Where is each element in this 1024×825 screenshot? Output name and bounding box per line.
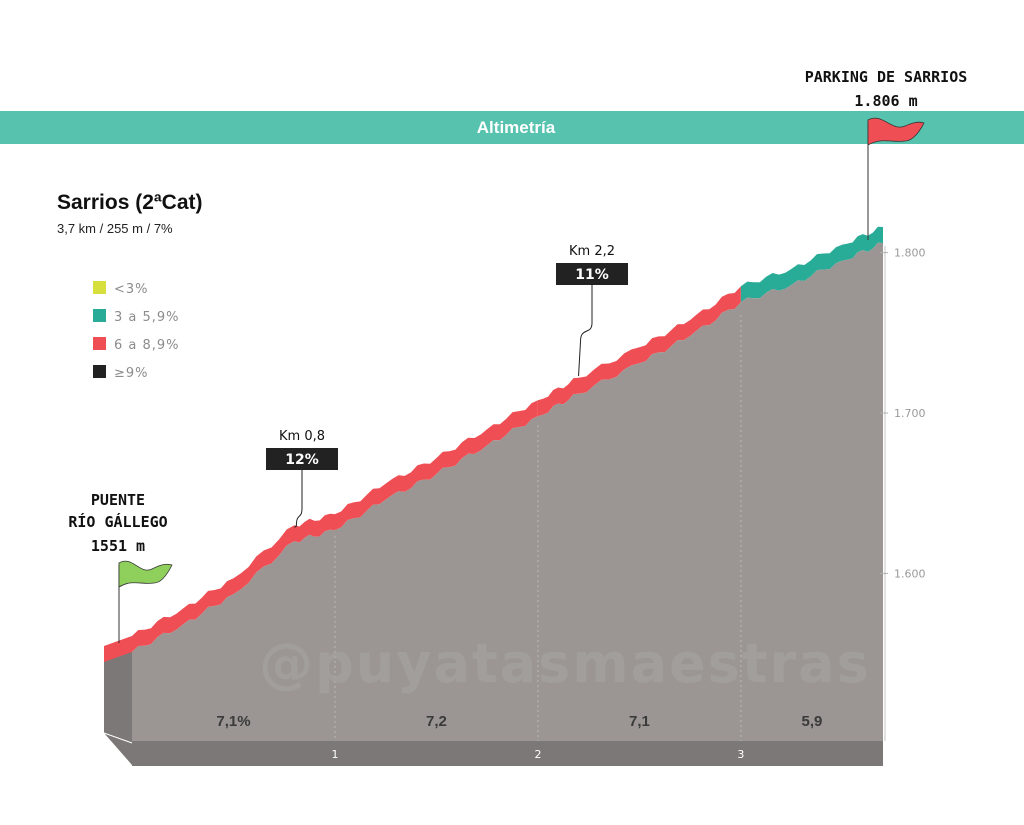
banner-label: Altimetría [477, 118, 556, 137]
legend-label-moderate: 3 a 5,9% [114, 310, 180, 325]
y-tick-label: 1.600 [894, 567, 926, 580]
end-marker: PARKING DE SARRIOS 1.806 m [805, 68, 968, 240]
segment-gradient-label: 7,2 [426, 713, 447, 730]
legend-label-hard: 6 a 8,9% [114, 338, 180, 353]
chart-labels: 7,1% 7,2 7,1 5,9 Km 0,8 12% Km 2,2 11% [216, 244, 822, 730]
y-tick-label: 1.700 [894, 407, 926, 420]
segment-gradient-label: 7,1 [629, 713, 650, 730]
elevation-area [132, 242, 883, 742]
end-altitude: 1.806 m [854, 92, 917, 110]
legend-swatch-moderate [93, 309, 106, 322]
watermark-layer: @puyatasmaestras [259, 632, 871, 695]
annotation-km-label: Km 2,2 [569, 244, 615, 259]
end-flag [867, 117, 925, 146]
start-name-line2: RÍO GÁLLEGO [68, 512, 167, 531]
elevation-profile [103, 226, 883, 766]
legend-label-low: <3% [114, 282, 149, 297]
watermark-text: @puyatasmaestras [259, 632, 871, 695]
y-tick-label: 1.800 [894, 247, 926, 260]
annotation-gradient-box [266, 448, 338, 470]
annotation-gradient-value: 12% [285, 452, 319, 468]
legend-swatch-hard [93, 337, 106, 350]
profile-side-wall-band [104, 636, 132, 662]
legend-swatch-extreme [93, 365, 106, 378]
x-tick-label: 1 [331, 748, 338, 761]
start-flag [118, 560, 173, 588]
x-tick-label: 2 [534, 748, 541, 761]
gradient-band-segment-4 [740, 226, 883, 303]
gradient-band-segment-1 [132, 513, 335, 652]
annotation-gradient-value: 11% [575, 267, 609, 283]
km-strip [132, 741, 883, 766]
annotation-leader-line [578, 285, 593, 377]
annotation-leader-line [294, 470, 303, 528]
legend-label-extreme: ≥9% [114, 366, 149, 381]
annotation-gradient-box [556, 263, 628, 285]
climb-title: Sarrios (2ªCat) [57, 191, 202, 214]
annotation-km-label: Km 0,8 [279, 429, 325, 444]
end-name: PARKING DE SARRIOS [805, 68, 968, 86]
gradient-band-segment-3 [537, 286, 741, 417]
climb-stats: 3,7 km / 255 m / 7% [57, 221, 173, 236]
profile-side-wall [104, 646, 132, 765]
legend: <3% 3 a 5,9% 6 a 8,9% ≥9% [93, 281, 180, 381]
side-wall-edge [103, 732, 133, 744]
gradient-band-segment-2 [335, 400, 538, 531]
legend-swatch-low [93, 281, 106, 294]
gradient-annotation: Km 0,8 12% [266, 429, 338, 528]
start-name-line1: PUENTE [91, 491, 145, 509]
start-marker: PUENTE RÍO GÁLLEGO 1551 m [68, 491, 173, 643]
segment-gradient-label: 7,1% [216, 713, 250, 730]
gradient-annotation: Km 2,2 11% [556, 244, 628, 377]
segment-gradient-label: 5,9 [802, 713, 823, 730]
x-tick-label: 3 [737, 748, 744, 761]
grid-lines: 1 2 3 1.600 1.700 1.800 [331, 246, 926, 761]
start-altitude: 1551 m [91, 537, 145, 555]
altimetry-banner [0, 111, 1024, 144]
